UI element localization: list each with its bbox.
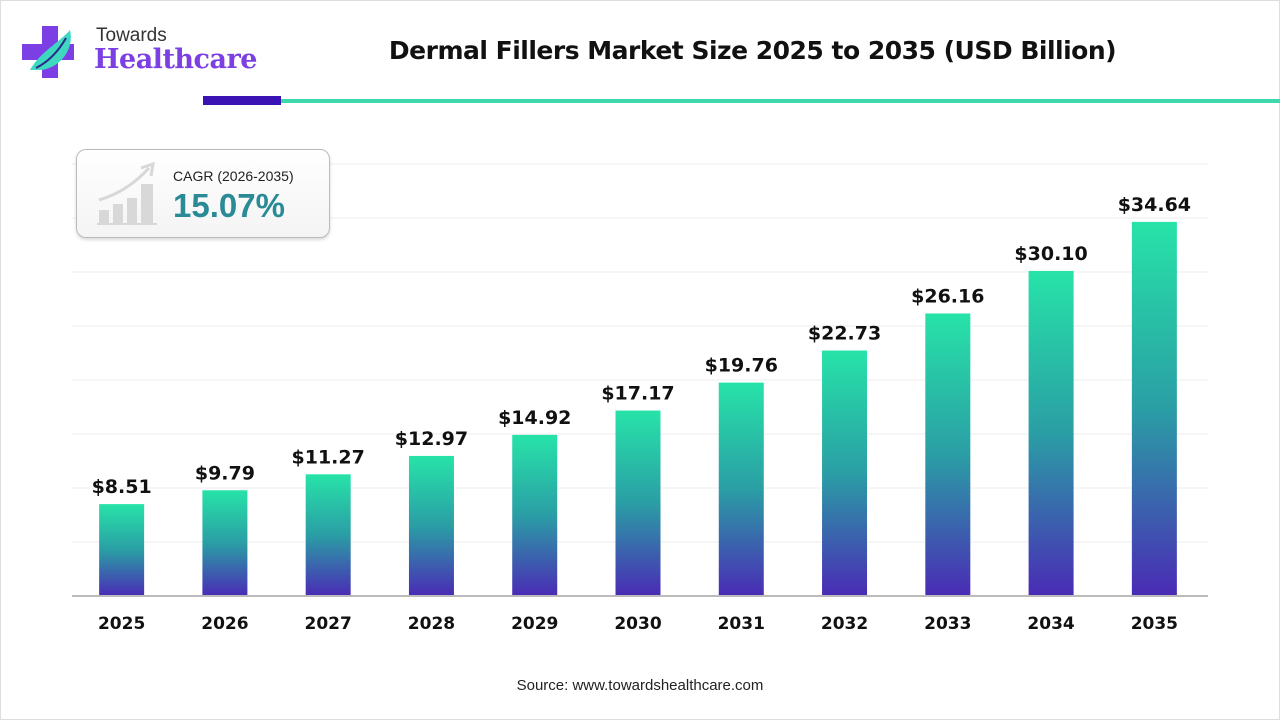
data-label-2035: $34.64 (1118, 194, 1191, 216)
x-tick-2033: 2033 (924, 614, 971, 634)
data-label-2027: $11.27 (292, 446, 365, 468)
x-tick-2027: 2027 (305, 614, 352, 634)
chart-title: Dermal Fillers Market Size 2025 to 2035 … (388, 36, 1117, 65)
source-note: Source: www.towardshealthcare.com (516, 677, 764, 694)
data-label-2033: $26.16 (911, 285, 984, 307)
data-label-2029: $14.92 (498, 407, 571, 429)
bar-2025 (99, 504, 145, 596)
data-label-2031: $19.76 (705, 355, 778, 377)
x-tick-2028: 2028 (408, 614, 455, 634)
bar-2032 (822, 350, 868, 596)
growth-bar-chart-icon (97, 162, 157, 225)
x-tick-2035: 2035 (1131, 614, 1178, 634)
bar-2026 (202, 490, 248, 596)
x-tick-2025: 2025 (98, 614, 145, 634)
data-label-2034: $30.10 (1014, 243, 1087, 265)
bar-2034 (1028, 270, 1074, 596)
medical-cross-leaf-icon (22, 26, 74, 78)
x-tick-2031: 2031 (718, 614, 765, 634)
bar-2027 (305, 474, 351, 596)
data-label-2028: $12.97 (395, 428, 468, 450)
x-tick-2034: 2034 (1027, 614, 1074, 634)
x-tick-2026: 2026 (201, 614, 248, 634)
bar-2031 (718, 382, 764, 596)
bar-2028 (408, 455, 454, 596)
x-tick-2032: 2032 (821, 614, 868, 634)
bar-2030 (615, 410, 661, 596)
bar-2029 (512, 434, 558, 596)
x-tick-2030: 2030 (614, 614, 661, 634)
logo-text-towards: Towards (96, 25, 167, 46)
bar-2033 (925, 313, 971, 596)
data-label-2026: $9.79 (195, 462, 255, 484)
bar-2035 (1131, 221, 1177, 596)
title-underline-teal (281, 99, 1280, 103)
cagr-box: CAGR (2026-2035) 15.07% (76, 149, 330, 238)
title-underline-dark (203, 96, 281, 105)
cagr-value: 15.07% (173, 187, 285, 224)
x-tick-2029: 2029 (511, 614, 558, 634)
data-label-2032: $22.73 (808, 323, 881, 345)
logo: Towards Healthcare (20, 22, 257, 82)
cagr-label: CAGR (2026-2035) (173, 168, 294, 184)
logo-text-healthcare: Healthcare (94, 44, 257, 75)
data-label-2025: $8.51 (92, 476, 152, 498)
data-label-2030: $17.17 (601, 383, 674, 405)
